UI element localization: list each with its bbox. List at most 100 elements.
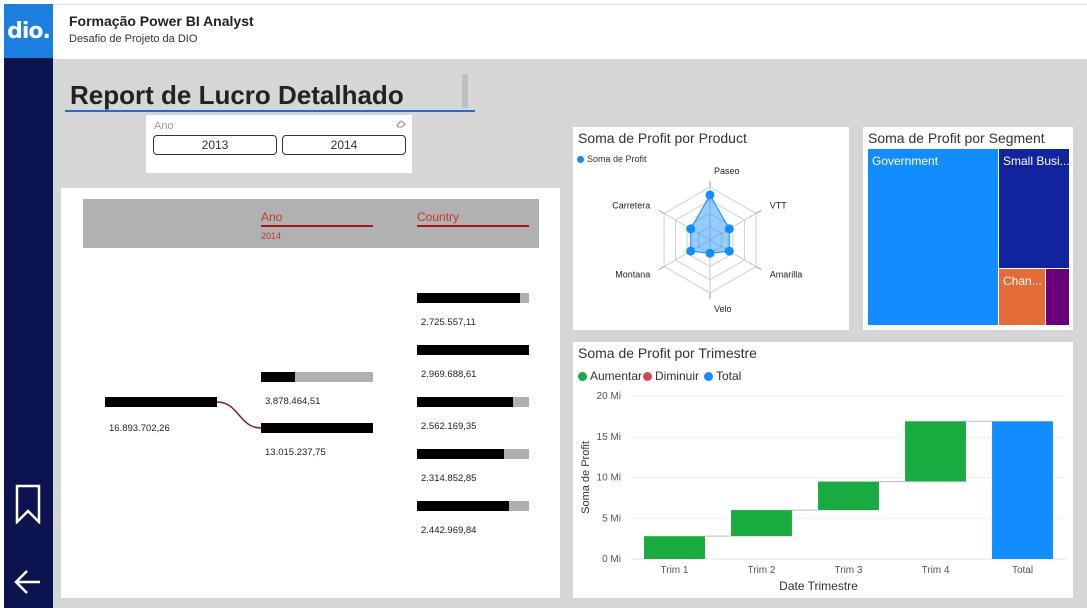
x-tick-label: Trim 1 xyxy=(661,565,689,576)
country-node-bar-fill xyxy=(417,345,529,355)
country-node-bar-fill xyxy=(417,397,514,407)
treemap-other[interactable] xyxy=(1046,269,1069,325)
title-underline xyxy=(65,110,475,112)
radar-legend[interactable]: Soma de Profit xyxy=(577,154,647,164)
legend-diminuir-dot xyxy=(643,371,652,381)
year-slicer: Ano 2013 2014 xyxy=(146,115,412,173)
app-subtitle: Desafio de Projeto da DIO xyxy=(69,33,198,45)
bookmark-icon[interactable] xyxy=(14,484,42,524)
y-tick-label: 10 Mi xyxy=(597,473,621,484)
ano-node-bar-fill xyxy=(261,372,295,382)
x-tick-label: Total xyxy=(1012,565,1033,576)
radar-axis-label: Paseo xyxy=(714,166,740,176)
country-node-bar[interactable] xyxy=(417,501,529,511)
legend-aumentar-dot xyxy=(578,371,587,381)
radar-legend-label: Soma de Profit xyxy=(587,154,647,164)
country-node-bar-fill xyxy=(417,501,509,511)
tree-column-country-line xyxy=(417,225,529,227)
legend-total-label: Total xyxy=(716,369,742,383)
radar-chart: Paseo VTT Amarilla Velo Montana Carretera xyxy=(612,166,803,314)
country-node-bar[interactable] xyxy=(417,449,529,459)
waterfall-chart: 0 Mi 5 Mi 10 Mi 15 Mi 20 Mi Trim 1 Trim 2 Trim … xyxy=(580,391,1066,593)
decomposition-tree: Ano 2014 Country 16.893.702,26 3.878.464… xyxy=(61,188,560,598)
treemap-channel[interactable]: Chan... xyxy=(999,269,1045,325)
country-node-value: 2.314.852,85 xyxy=(421,473,477,484)
radar-title: Soma de Profit por Product xyxy=(578,130,747,146)
dio-logo: dio. xyxy=(4,4,53,58)
ano-node-bar[interactable] xyxy=(261,423,373,433)
radar-label-leader xyxy=(755,210,762,214)
tree-connector xyxy=(216,401,262,429)
tree-column-ano[interactable]: Ano xyxy=(261,210,283,224)
radar-point[interactable] xyxy=(686,246,696,256)
radar-point[interactable] xyxy=(724,246,734,256)
radar-axis-label: Velo xyxy=(714,304,732,314)
waterfall-title: Soma de Profit por Trimestre xyxy=(578,345,757,361)
waterfall-card: Soma de Profit por Trimestre Aumentar Di… xyxy=(573,342,1073,598)
radar-axis-label: Carretera xyxy=(612,201,650,211)
x-axis-title: Date Trimestre xyxy=(779,579,858,593)
radar-point[interactable] xyxy=(686,224,696,234)
radar-point[interactable] xyxy=(724,224,734,234)
treemap-small-business-label: Small Busi... xyxy=(1003,154,1069,168)
radar-card: Soma de Profit por Product Soma de Profi… xyxy=(573,127,849,330)
country-node-bar[interactable] xyxy=(417,345,529,355)
y-axis-title: Soma de Profit xyxy=(580,441,592,514)
waterfall-bar[interactable] xyxy=(818,481,879,511)
legend-total[interactable]: Total xyxy=(704,369,741,383)
waterfall-bar[interactable] xyxy=(644,536,705,559)
country-node-value: 2.725.557,11 xyxy=(421,317,476,328)
country-node-bar[interactable] xyxy=(417,293,529,303)
ano-node-bar[interactable] xyxy=(261,372,373,382)
legend-diminuir[interactable]: Diminuir xyxy=(643,369,699,383)
y-tick-label: 15 Mi xyxy=(597,432,621,443)
legend-aumentar-label: Aumentar xyxy=(590,369,643,383)
ano-node-value: 13.015.237,75 xyxy=(265,447,326,458)
slicer-option-2014[interactable]: 2014 xyxy=(282,135,406,155)
treemap-channel-label: Chan... xyxy=(1003,274,1042,288)
treemap-government[interactable]: Government xyxy=(868,149,998,325)
radar-label-leader xyxy=(658,210,665,214)
title-scrollbar[interactable] xyxy=(462,74,468,108)
radar-label-leader xyxy=(755,266,762,270)
tree-header xyxy=(83,199,539,248)
legend-total-dot xyxy=(704,371,713,381)
treemap-government-label: Government xyxy=(872,154,939,168)
app-title: Formação Power BI Analyst xyxy=(69,13,254,29)
eraser-icon[interactable] xyxy=(396,120,406,128)
x-tick-label: Trim 3 xyxy=(835,565,863,576)
tree-column-country[interactable]: Country xyxy=(417,210,460,224)
waterfall-bar[interactable] xyxy=(992,421,1053,559)
y-tick-label: 0 Mi xyxy=(602,554,621,565)
treemap-card: Soma de Profit por Segment Government Sm… xyxy=(863,127,1073,330)
back-arrow-icon[interactable] xyxy=(13,567,43,597)
waterfall-bar[interactable] xyxy=(905,421,966,482)
app-header: Formação Power BI Analyst Desafio de Pro… xyxy=(53,4,1087,59)
radar-axis-label: Montana xyxy=(615,270,650,280)
report-title: Report de Lucro Detalhado xyxy=(70,80,404,110)
tree-column-ano-selected: 2014 xyxy=(261,231,282,241)
country-node-bar[interactable] xyxy=(417,397,529,407)
treemap-small-business[interactable]: Small Busi... xyxy=(999,149,1069,268)
waterfall-bar[interactable] xyxy=(731,510,792,537)
radar-point[interactable] xyxy=(705,190,715,200)
tree-root-value: 16.893.702,26 xyxy=(109,423,170,434)
radar-area xyxy=(690,193,730,254)
radar-legend-dot xyxy=(577,155,584,163)
country-node-bar-fill xyxy=(417,293,521,303)
x-tick-label: Trim 4 xyxy=(922,565,950,576)
ano-node-bar-fill xyxy=(261,423,373,433)
ano-node-value: 3.878.464,51 xyxy=(265,396,321,407)
country-node-value: 2.442.969,84 xyxy=(421,525,477,536)
slicer-option-2013[interactable]: 2013 xyxy=(153,135,277,155)
tree-root-bar[interactable] xyxy=(105,397,217,407)
legend-diminuir-label: Diminuir xyxy=(655,369,700,383)
radar-axis-label: VTT xyxy=(770,201,788,211)
country-node-bar-fill xyxy=(417,449,505,459)
tree-root-bar-fill xyxy=(105,397,217,407)
radar-axis-label: Amarilla xyxy=(770,270,803,280)
radar-point[interactable] xyxy=(705,248,715,258)
legend-aumentar[interactable]: Aumentar xyxy=(578,369,642,383)
y-tick-label: 5 Mi xyxy=(602,513,621,524)
